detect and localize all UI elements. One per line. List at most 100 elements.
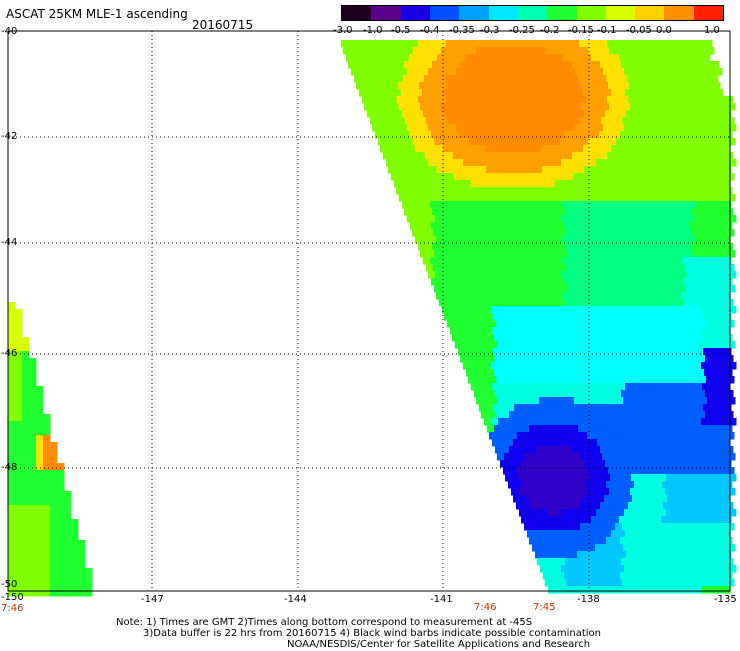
wind-cell — [600, 558, 608, 566]
wind-cell — [699, 376, 707, 384]
wind-cell — [606, 369, 614, 377]
wind-cell — [698, 299, 706, 307]
wind-cell — [438, 131, 446, 139]
wind-cell — [469, 47, 477, 55]
wind-cell — [43, 428, 51, 436]
colorbar-swatch — [664, 6, 694, 20]
wind-cell — [589, 124, 597, 132]
wind-cell — [436, 180, 444, 188]
wind-cell — [535, 551, 543, 559]
wind-cell — [601, 82, 609, 90]
wind-cell — [674, 145, 682, 153]
wind-cell — [474, 390, 482, 398]
wind-cell — [575, 474, 583, 482]
wind-cell — [528, 257, 536, 265]
wind-cell — [603, 418, 611, 426]
wind-cell — [676, 481, 684, 489]
wind-cell — [635, 390, 643, 398]
wind-cell — [700, 341, 708, 349]
wind-cell — [696, 201, 704, 209]
wind-cell — [596, 68, 604, 76]
wind-cell — [521, 404, 529, 412]
wind-cell — [598, 110, 606, 118]
wind-cell — [672, 544, 680, 552]
wind-cell — [568, 215, 576, 223]
wind-cell — [622, 229, 630, 237]
wind-cell — [725, 537, 733, 545]
wind-cell — [593, 502, 601, 510]
wind-cell — [452, 187, 460, 195]
wind-cell — [36, 442, 44, 450]
wind-cell — [584, 460, 592, 468]
wind-cell — [724, 110, 732, 118]
wind-cell — [64, 547, 72, 555]
wind-cell — [629, 579, 637, 587]
wind-cell — [477, 159, 485, 167]
wind-cell — [8, 337, 16, 345]
wind-cell — [716, 495, 724, 503]
wind-cell — [710, 460, 718, 468]
wind-cell — [660, 180, 668, 188]
wind-cell — [587, 173, 595, 181]
wind-cell — [544, 96, 552, 104]
wind-cell — [476, 138, 484, 146]
wind-cell — [494, 334, 502, 342]
wind-cell — [469, 341, 477, 349]
wind-cell — [451, 110, 459, 118]
wind-cell — [704, 187, 712, 195]
wind-cell — [639, 292, 647, 300]
wind-cell — [667, 327, 675, 335]
wind-cell — [618, 495, 626, 503]
wind-cell — [728, 453, 736, 461]
wind-cell — [512, 362, 520, 370]
wind-cell — [428, 215, 436, 223]
wind-cell — [717, 516, 725, 524]
wind-cell — [596, 474, 604, 482]
wind-cell — [725, 572, 733, 580]
wind-cell — [707, 488, 715, 496]
wind-cell — [533, 474, 541, 482]
wind-cell — [655, 187, 663, 195]
wind-cell — [674, 383, 682, 391]
wind-cell — [386, 159, 394, 167]
wind-cell — [8, 470, 16, 478]
wind-cell — [636, 432, 644, 440]
wind-cell — [594, 229, 602, 237]
wind-cell — [15, 344, 23, 352]
wind-cell — [480, 187, 488, 195]
wind-cell — [450, 292, 458, 300]
wind-cell — [543, 425, 551, 433]
wind-cell — [588, 453, 596, 461]
wind-cell — [667, 89, 675, 97]
wind-cell — [574, 341, 582, 349]
wind-cell — [547, 215, 555, 223]
wind-cell — [728, 250, 736, 258]
wind-cell — [369, 40, 377, 48]
wind-cell — [405, 117, 413, 125]
wind-cell — [548, 586, 556, 594]
wind-cell — [452, 222, 460, 230]
wind-cell — [641, 334, 649, 342]
wind-cell — [518, 47, 526, 55]
wind-cell — [424, 222, 432, 230]
wind-cell — [639, 439, 647, 447]
wind-cell — [636, 523, 644, 531]
wind-cell — [594, 117, 602, 125]
wind-cell — [572, 152, 580, 160]
wind-cell — [694, 418, 702, 426]
wind-cell — [685, 432, 693, 440]
wind-cell — [608, 117, 616, 125]
wind-cell — [565, 40, 573, 48]
wind-cell — [22, 393, 30, 401]
wind-cell — [636, 82, 644, 90]
wind-cell — [683, 222, 691, 230]
wind-cell — [573, 173, 581, 181]
wind-cell — [580, 264, 588, 272]
wind-cell — [363, 82, 371, 90]
wind-cell — [555, 495, 563, 503]
wind-cell — [620, 187, 628, 195]
wind-cell — [487, 334, 495, 342]
wind-cell — [525, 138, 533, 146]
wind-cell — [22, 589, 30, 597]
wind-cell — [625, 439, 633, 447]
